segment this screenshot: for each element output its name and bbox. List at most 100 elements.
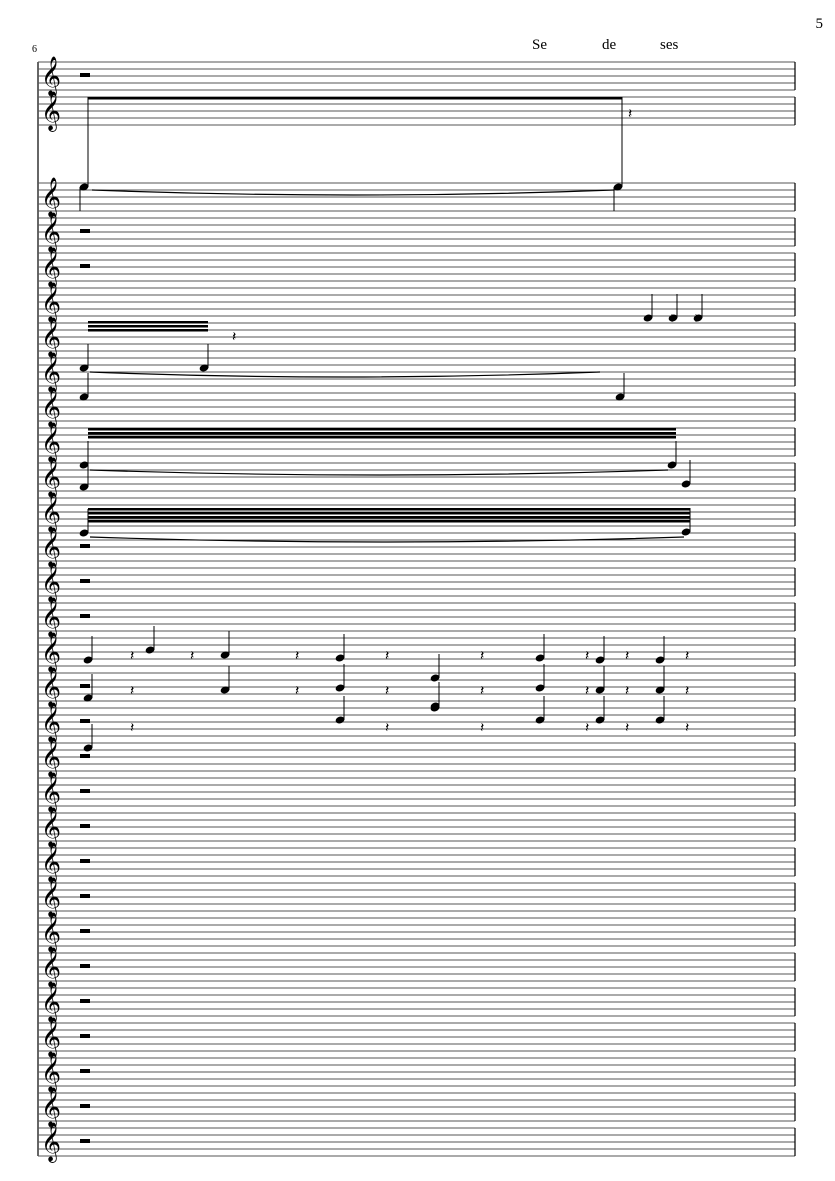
beam [88, 516, 690, 519]
note-head [79, 364, 89, 372]
half-rest [80, 1139, 90, 1143]
tie [91, 189, 615, 196]
treble-clef-icon: 𝄞 [41, 562, 61, 603]
note-head [655, 686, 665, 694]
note-head [79, 393, 89, 401]
note-head [655, 716, 665, 724]
note-head [655, 656, 665, 664]
note-head [430, 674, 440, 682]
treble-clef-icon: 𝄞 [41, 56, 61, 97]
beam [88, 321, 208, 324]
quarter-rest: 𝄽 [480, 683, 484, 699]
note-head [79, 483, 89, 491]
treble-clef-icon: 𝄞 [41, 1087, 61, 1128]
half-rest [80, 859, 90, 863]
note-head [643, 314, 653, 322]
treble-clef-icon: 𝄞 [41, 317, 61, 358]
half-rest [80, 229, 90, 233]
half-rest [80, 999, 90, 1003]
quarter-rest: 𝄽 [385, 683, 389, 699]
note-head [681, 528, 691, 536]
quarter-rest: 𝄽 [625, 648, 629, 664]
treble-clef-icon: 𝄞 [41, 702, 61, 743]
half-rest [80, 73, 90, 77]
treble-clef-icon: 𝄞 [41, 352, 61, 393]
lyric-syllable: ses [660, 37, 679, 53]
treble-clef-icon: 𝄞 [41, 982, 61, 1023]
note-head [667, 461, 677, 469]
quarter-rest: 𝄽 [670, 311, 674, 327]
note-head [83, 694, 93, 702]
quarter-rest: 𝄽 [190, 648, 194, 664]
half-rest [80, 929, 90, 933]
quarter-rest: 𝄽 [585, 683, 589, 699]
lyric-syllable: de [602, 37, 617, 53]
treble-clef-icon: 𝄞 [41, 842, 61, 883]
note-head [613, 183, 623, 191]
quarter-rest: 𝄽 [628, 106, 632, 122]
beam [88, 508, 690, 511]
quarter-rest: 𝄽 [385, 720, 389, 736]
treble-clef-icon: 𝄞 [41, 877, 61, 918]
note-head [668, 314, 678, 322]
treble-clef-icon: 𝄞 [41, 1122, 61, 1163]
beam [88, 432, 676, 435]
treble-clef-icon: 𝄞 [41, 247, 61, 288]
quarter-rest: 𝄽 [232, 329, 236, 345]
beam [88, 329, 208, 332]
treble-clef-icon: 𝄞 [41, 597, 61, 638]
note-head [335, 684, 345, 692]
treble-clef-icon: 𝄞 [41, 1052, 61, 1093]
note-head [535, 716, 545, 724]
treble-clef-icon: 𝄞 [41, 737, 61, 778]
treble-clef-icon: 𝄞 [41, 667, 61, 708]
beam [88, 436, 676, 439]
treble-clef-icon: 𝄞 [41, 772, 61, 813]
note-head [430, 704, 440, 712]
note-head [220, 686, 230, 694]
note-head [199, 364, 209, 372]
page-number: 5 [815, 16, 824, 32]
quarter-rest: 𝄽 [295, 648, 299, 664]
beam [88, 428, 676, 431]
beam [88, 325, 208, 328]
note-head [535, 654, 545, 662]
note-head [220, 651, 230, 659]
beam [88, 512, 690, 515]
quarter-rest: 𝄽 [295, 683, 299, 699]
note-head [693, 314, 703, 322]
half-rest [80, 1104, 90, 1108]
quarter-rest: 𝄽 [585, 648, 589, 664]
quarter-rest: 𝄽 [625, 683, 629, 699]
note-head [535, 684, 545, 692]
note-head [681, 480, 691, 488]
tie [89, 371, 601, 378]
treble-clef-icon: 𝄞 [41, 527, 61, 568]
half-rest [80, 754, 90, 758]
half-rest [80, 719, 90, 723]
note-head [79, 183, 89, 191]
measure-number: 6 [32, 44, 37, 55]
quarter-rest: 𝄽 [694, 311, 698, 327]
treble-clef-icon: 𝄞 [41, 457, 61, 498]
treble-clef-icon: 𝄞 [41, 387, 61, 428]
note-head [595, 686, 605, 694]
half-rest [80, 1069, 90, 1073]
quarter-rest: 𝄽 [385, 648, 389, 664]
quarter-rest: 𝄽 [625, 720, 629, 736]
half-rest [80, 264, 90, 268]
note-head [79, 529, 89, 537]
treble-clef-icon: 𝄞 [41, 807, 61, 848]
quarter-rest: 𝄽 [130, 720, 134, 736]
note-head [595, 656, 605, 664]
quarter-rest: 𝄽 [585, 720, 589, 736]
beam [88, 520, 690, 523]
treble-clef-icon: 𝄞 [41, 91, 61, 132]
half-rest [80, 684, 90, 688]
treble-clef-icon: 𝄞 [41, 177, 61, 218]
quarter-rest: 𝄽 [685, 648, 689, 664]
quarter-rest: 𝄽 [685, 720, 689, 736]
half-rest [80, 964, 90, 968]
half-rest [80, 789, 90, 793]
